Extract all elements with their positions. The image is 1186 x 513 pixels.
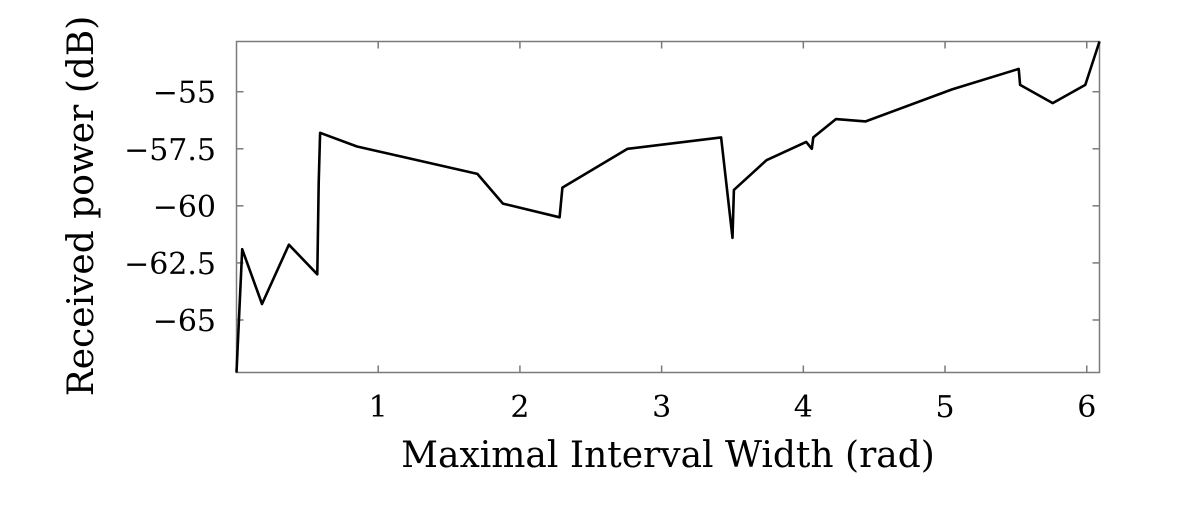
x-tick-label: 4 xyxy=(794,390,813,425)
y-axis-title: Received power (dB) xyxy=(61,16,102,397)
x-tick-label: 1 xyxy=(369,390,388,425)
y-tick-label: −57.5 xyxy=(124,133,216,168)
y-axis: −55 −57.5 −60 −62.5 −65 xyxy=(124,76,1100,339)
plot-frame xyxy=(235,40,1101,374)
y-tick-label: −60 xyxy=(153,190,216,225)
y-tick-label: −62.5 xyxy=(124,247,216,282)
x-tick-label: 3 xyxy=(652,390,671,425)
y-tick-label: −65 xyxy=(153,304,216,339)
y-tick-label: −55 xyxy=(153,76,216,111)
x-tick-label: 6 xyxy=(1077,390,1096,425)
x-tick-label: 2 xyxy=(510,390,529,425)
series-line xyxy=(235,41,1101,373)
x-axis: 1 2 3 4 5 6 xyxy=(369,41,1096,425)
x-tick-label: 5 xyxy=(935,390,954,425)
x-axis-title: Maximal Interval Width (rad) xyxy=(401,435,935,476)
